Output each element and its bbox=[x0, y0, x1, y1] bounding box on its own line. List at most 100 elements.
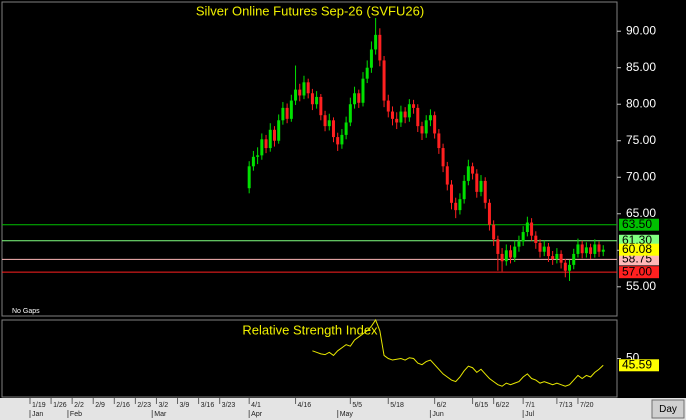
candle-body bbox=[500, 253, 504, 262]
candle-body bbox=[437, 133, 441, 149]
x-tick-label: 5/5 bbox=[352, 402, 362, 409]
candle-body bbox=[268, 129, 272, 149]
indicator-title: Relative Strength Index bbox=[242, 322, 378, 337]
candle-body bbox=[580, 244, 584, 254]
level-label: 61.30 bbox=[622, 233, 652, 247]
y-tick-label: 70.00 bbox=[626, 169, 656, 183]
y-tick-label: 55.00 bbox=[626, 279, 656, 293]
candle-body bbox=[471, 166, 475, 174]
candle-body bbox=[525, 222, 529, 233]
candle-body bbox=[487, 202, 491, 225]
candle-body bbox=[563, 262, 567, 271]
candle-body bbox=[378, 34, 382, 61]
candle-body bbox=[572, 253, 576, 265]
candle-body bbox=[517, 241, 521, 247]
candle-body bbox=[331, 120, 335, 138]
candle-body bbox=[589, 247, 593, 254]
x-tick-label: 4/16 bbox=[298, 402, 312, 409]
candle-body bbox=[504, 250, 508, 262]
candle-body bbox=[496, 239, 500, 254]
candle-body bbox=[365, 67, 369, 79]
candle-body bbox=[568, 264, 572, 271]
x-tick-label: 3/23 bbox=[222, 402, 236, 409]
candle-body bbox=[302, 82, 306, 96]
candle-body bbox=[344, 122, 348, 135]
candle-body bbox=[551, 256, 555, 260]
x-tick-label: 2/16 bbox=[116, 402, 130, 409]
candle-body bbox=[441, 148, 445, 167]
candle-body bbox=[399, 111, 403, 123]
x-tick-label: 6/22 bbox=[496, 402, 510, 409]
date-axis bbox=[0, 398, 686, 420]
x-tick-label: 4/1 bbox=[251, 402, 261, 409]
candle-body bbox=[584, 247, 588, 254]
level-box bbox=[619, 266, 659, 279]
candle-body bbox=[420, 126, 424, 134]
indicator-last-box bbox=[619, 359, 659, 372]
candle-body bbox=[433, 115, 437, 134]
candle-body bbox=[546, 246, 550, 257]
x-tick-label: 2/2 bbox=[74, 402, 84, 409]
period-button[interactable] bbox=[651, 399, 685, 419]
candle-body bbox=[428, 115, 432, 121]
candle-body bbox=[542, 246, 546, 252]
level-label: 63.50 bbox=[622, 217, 652, 231]
candle-body bbox=[251, 156, 255, 167]
month-label: Jul bbox=[525, 411, 534, 418]
x-tick-label: 3/9 bbox=[180, 402, 190, 409]
candle-body bbox=[534, 235, 538, 243]
candle-body bbox=[289, 100, 293, 119]
candle-body bbox=[306, 82, 310, 94]
candle-body bbox=[538, 242, 542, 252]
candle-body bbox=[462, 180, 466, 200]
x-tick-label: 5/18 bbox=[390, 402, 404, 409]
candle-body bbox=[521, 232, 525, 242]
month-label: Mar bbox=[154, 411, 167, 418]
period-button-label[interactable]: Day bbox=[659, 404, 677, 415]
x-tick-label: 2/9 bbox=[95, 402, 105, 409]
indicator-last-label: 45.59 bbox=[622, 357, 652, 371]
candle-body bbox=[395, 118, 399, 123]
candle-body bbox=[298, 89, 302, 96]
candle-body bbox=[454, 202, 458, 211]
candle-body bbox=[407, 104, 411, 118]
candle-body bbox=[319, 96, 323, 116]
x-tick-label: 3/16 bbox=[201, 402, 215, 409]
y-tick-label: 75.00 bbox=[626, 133, 656, 147]
candle-body bbox=[260, 139, 264, 156]
candle-body bbox=[285, 107, 289, 119]
indicator-line bbox=[312, 318, 604, 387]
candle-body bbox=[424, 120, 428, 134]
candle-body bbox=[412, 104, 416, 108]
candle-body bbox=[294, 89, 298, 101]
candle-body bbox=[597, 244, 601, 252]
candle-body bbox=[336, 137, 340, 145]
candle-body bbox=[601, 249, 605, 252]
month-label: Jan bbox=[32, 411, 43, 418]
candle-body bbox=[348, 104, 352, 123]
candle-body bbox=[483, 180, 487, 203]
candle-body bbox=[382, 60, 386, 101]
candle-body bbox=[492, 224, 496, 240]
chart-title: Silver Online Futures Sep-26 (SVFU26) bbox=[196, 3, 424, 18]
price-panel bbox=[1, 1, 618, 317]
candle-body bbox=[576, 244, 580, 254]
month-label: Feb bbox=[70, 411, 82, 418]
candle-body bbox=[310, 93, 314, 105]
y-tick-label: 90.00 bbox=[626, 23, 656, 37]
candle-body bbox=[357, 93, 361, 103]
candle-body bbox=[466, 166, 470, 181]
x-tick-label: 7/20 bbox=[580, 402, 594, 409]
candle-body bbox=[593, 244, 597, 254]
candle-body bbox=[353, 93, 357, 105]
candle-body bbox=[445, 166, 449, 185]
candle-body bbox=[479, 180, 483, 192]
x-tick-label: 7/13 bbox=[559, 402, 573, 409]
candle-body bbox=[475, 173, 479, 192]
candle-body bbox=[450, 184, 453, 203]
candle-body bbox=[264, 139, 268, 149]
candle-body bbox=[272, 129, 276, 141]
x-tick-label: 1/26 bbox=[53, 402, 67, 409]
